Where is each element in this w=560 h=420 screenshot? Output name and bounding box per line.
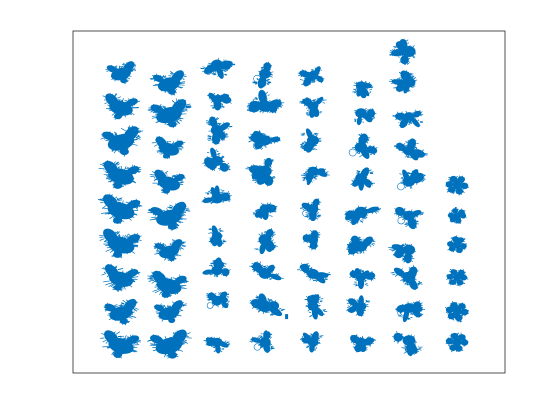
marker-group-6-4 (350, 167, 375, 191)
marker-group-5-2 (299, 96, 327, 118)
marker-group-8-1 (445, 175, 470, 196)
marker-group-4-2 (246, 89, 285, 114)
marker-group-5-7 (296, 262, 331, 284)
marker-group-6-3 (348, 132, 378, 159)
marker-group-5-4 (300, 165, 330, 186)
scatter-marks (98, 38, 470, 359)
marker-group-1-1 (105, 60, 137, 85)
marker-group-6-9 (350, 334, 377, 353)
marker-group-3-9 (203, 336, 231, 354)
marker-group-3-7 (202, 257, 231, 278)
marker-group-1-5 (98, 193, 143, 225)
marker-group-2-5 (147, 201, 191, 232)
marker-group-2-8 (153, 300, 187, 323)
marker-group-1-8 (103, 298, 139, 326)
marker-group-8-2 (447, 207, 467, 225)
marker-group-6-7 (349, 268, 376, 290)
marker-group-7-2 (388, 70, 418, 94)
marker-group-7-1 (389, 38, 417, 66)
marker-group-6-8 (345, 295, 371, 317)
marker-group-8-4 (446, 268, 469, 287)
marker-group-6-5 (344, 205, 382, 226)
marker-group-2-7 (147, 270, 189, 299)
marker-group-3-2 (207, 92, 232, 111)
marker-group-4-8 (249, 293, 286, 317)
marker-group-2-3 (151, 135, 186, 160)
marker-group-1-4 (98, 160, 142, 189)
axes-box (72, 30, 506, 374)
marker-group-4-3 (248, 130, 281, 151)
marker-group-4-4 (245, 157, 276, 187)
marker-group-6-2 (354, 107, 377, 126)
stray-marker-1 (285, 314, 289, 320)
marker-group-7-7 (388, 243, 416, 264)
marker-group-5-5 (300, 198, 322, 221)
marker-group-5-8 (304, 293, 328, 320)
marker-group-7-10 (392, 330, 423, 357)
marker-group-5-1 (297, 66, 325, 87)
marker-group-6-6 (346, 235, 376, 256)
marker-group-7-4 (393, 138, 428, 161)
marker-group-3-3 (206, 116, 233, 145)
marker-group-4-7 (249, 261, 284, 281)
marker-group-8-3 (447, 235, 467, 254)
marker-group-1-6 (99, 228, 142, 259)
marker-group-3-4 (202, 147, 231, 172)
marker-group-4-9 (249, 330, 275, 353)
marker-group-8-5 (444, 300, 470, 323)
marker-group-7-9 (395, 300, 426, 323)
marker-group-1-9 (100, 330, 141, 359)
marker-group-2-1 (150, 70, 187, 96)
marker-group-1-3 (100, 125, 144, 157)
marker-group-3-5 (201, 185, 232, 205)
marker-group-5-3 (300, 128, 322, 153)
marker-group-3-1 (200, 57, 236, 79)
marker-group-5-6 (302, 230, 321, 251)
marker-group-7-8 (390, 265, 423, 291)
marker-group-7-3 (392, 109, 424, 129)
marker-group-4-6 (254, 227, 278, 255)
marker-group-7-5 (397, 169, 426, 191)
marker-group-2-4 (149, 169, 186, 195)
marker-group-5-9 (300, 331, 324, 353)
marker-group-4-5 (252, 202, 278, 220)
marker-group-3-6 (208, 225, 227, 247)
marker-group-8-6 (445, 332, 469, 353)
marker-group-7-6 (393, 206, 424, 230)
marker-group-1-2 (102, 93, 141, 121)
marker-group-1-7 (101, 263, 141, 292)
marker-group-3-8 (206, 291, 230, 309)
marker-group-2-9 (146, 329, 192, 359)
marker-group-6-1 (352, 80, 374, 99)
marker-group-2-2 (147, 98, 192, 129)
marker-group-2-6 (153, 239, 187, 262)
marker-group-4-1 (252, 61, 274, 89)
